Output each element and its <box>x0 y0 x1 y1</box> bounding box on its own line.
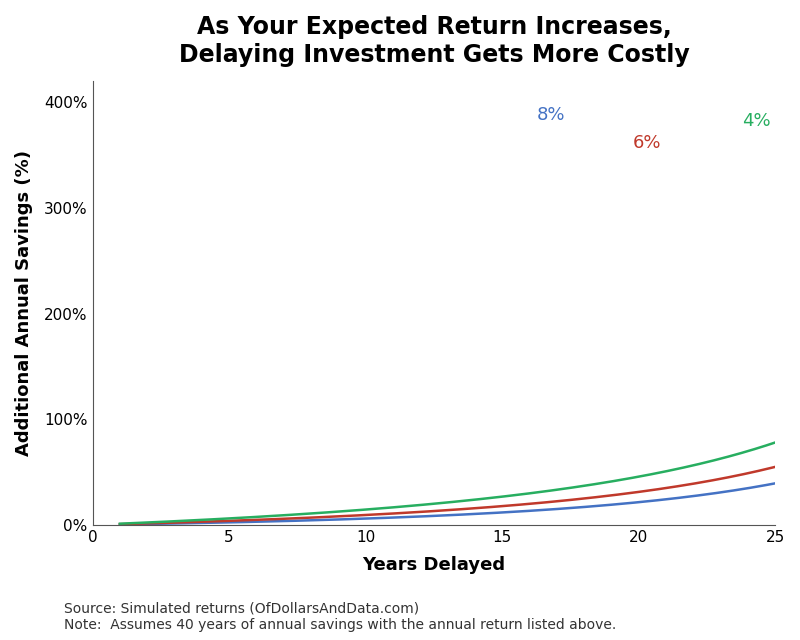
X-axis label: Years Delayed: Years Delayed <box>362 556 506 574</box>
Text: 6%: 6% <box>633 134 662 152</box>
Title: As Your Expected Return Increases,
Delaying Investment Gets More Costly: As Your Expected Return Increases, Delay… <box>178 15 690 67</box>
Text: Note:  Assumes 40 years of annual savings with the annual return listed above.: Note: Assumes 40 years of annual savings… <box>64 618 616 632</box>
Text: 8%: 8% <box>537 106 566 124</box>
Text: 4%: 4% <box>742 113 770 131</box>
Text: Source: Simulated returns (OfDollarsAndData.com): Source: Simulated returns (OfDollarsAndD… <box>64 602 419 616</box>
Y-axis label: Additional Annual Savings (%): Additional Annual Savings (%) <box>15 150 33 456</box>
